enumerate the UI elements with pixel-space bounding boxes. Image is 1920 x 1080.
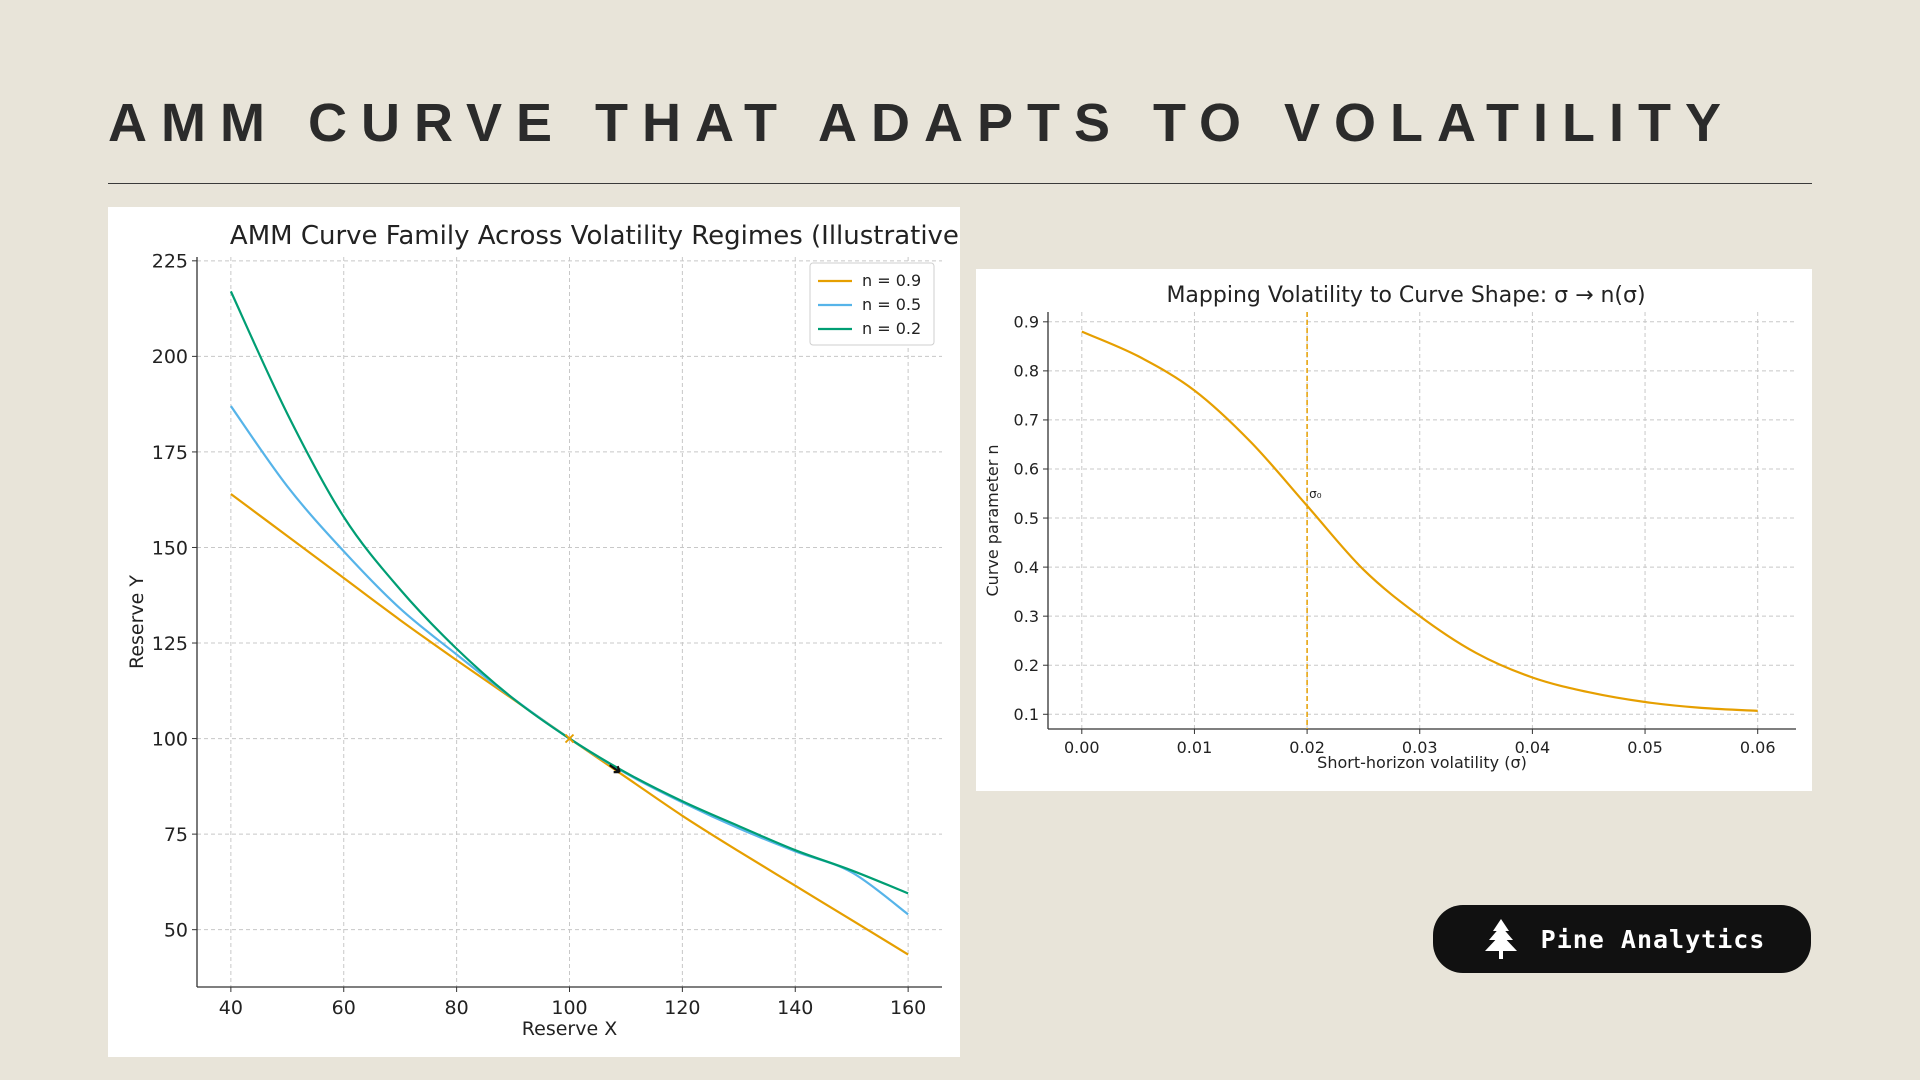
- y-tick-label: 0.5: [1014, 509, 1039, 528]
- y-tick-label: 0.3: [1014, 607, 1039, 626]
- y-tick-label: 125: [152, 633, 188, 655]
- chart-title: Mapping Volatility to Curve Shape: σ → n…: [1166, 283, 1645, 308]
- slide-title: AMM CURVE THAT ADAPTS TO VOLATILITY: [108, 93, 1735, 153]
- x-tick-label: 0.02: [1289, 738, 1325, 757]
- sigma0-label: σ₀: [1309, 487, 1322, 501]
- y-tick-label: 0.2: [1014, 656, 1039, 675]
- y-tick-label: 50: [164, 920, 188, 942]
- title-divider: [108, 183, 1812, 184]
- legend-box: [809, 262, 935, 346]
- x-tick-label: 120: [664, 997, 700, 1019]
- y-tick-label: 100: [152, 728, 188, 750]
- brand-badge: Pine Analytics: [1433, 905, 1811, 973]
- legend-label: n = 0.2: [862, 319, 921, 338]
- x-tick-label: 40: [219, 997, 243, 1019]
- x-tick-label: 100: [551, 997, 587, 1019]
- x-axis-label: Short-horizon volatility (σ): [1317, 753, 1527, 772]
- y-tick-label: 0.7: [1014, 411, 1039, 430]
- legend-label: n = 0.5: [862, 295, 921, 314]
- legend-label: n = 0.9: [862, 271, 921, 290]
- x-tick-label: 60: [332, 997, 356, 1019]
- chart-panel-volatility-map: Mapping Volatility to Curve Shape: σ → n…: [976, 269, 1812, 791]
- x-tick-label: 0.03: [1402, 738, 1438, 757]
- anchor-point-marker: [564, 733, 575, 744]
- x-tick-label: 140: [777, 997, 813, 1019]
- y-tick-label: 175: [152, 442, 188, 464]
- y-axis-label: Reserve Y: [126, 575, 148, 669]
- y-tick-label: 225: [152, 251, 188, 273]
- x-tick-label: 0.01: [1177, 738, 1213, 757]
- brand-name: Pine Analytics: [1540, 924, 1766, 954]
- series-line-n: [1081, 330, 1758, 712]
- pine-tree-icon: [1484, 919, 1517, 959]
- x-tick-label: 0.05: [1627, 738, 1663, 757]
- x-axis-label: Reserve X: [522, 1018, 617, 1040]
- x-tick-label: 0.04: [1515, 738, 1551, 757]
- y-tick-label: 0.1: [1014, 705, 1039, 724]
- x-tick-label: 160: [890, 997, 926, 1019]
- y-tick-label: 0.6: [1014, 460, 1039, 479]
- y-tick-label: 200: [152, 346, 188, 368]
- chart-panel-amm-curves: AMM Curve Family Across Volatility Regim…: [108, 207, 969, 1057]
- amm-curve-chart: AMM Curve Family Across Volatility Regim…: [126, 221, 969, 1040]
- chart-title: AMM Curve Family Across Volatility Regim…: [230, 221, 960, 251]
- trade-arrow-marker: [609, 764, 621, 774]
- y-tick-label: 0.4: [1014, 558, 1039, 577]
- series-line-n-0-9: [230, 493, 909, 956]
- y-tick-label: 150: [152, 537, 188, 559]
- y-axis-label: Curve parameter n: [983, 445, 1002, 597]
- y-tick-label: 0.9: [1014, 313, 1039, 332]
- series-line-n-0-2: [229, 290, 909, 895]
- x-tick-label: 80: [445, 997, 469, 1019]
- y-tick-label: 75: [164, 824, 188, 846]
- volatility-mapping-chart: Mapping Volatility to Curve Shape: σ → n…: [983, 283, 1796, 772]
- x-tick-label: 0.00: [1064, 738, 1100, 757]
- x-tick-label: 0.06: [1740, 738, 1776, 757]
- y-tick-label: 0.8: [1014, 362, 1039, 381]
